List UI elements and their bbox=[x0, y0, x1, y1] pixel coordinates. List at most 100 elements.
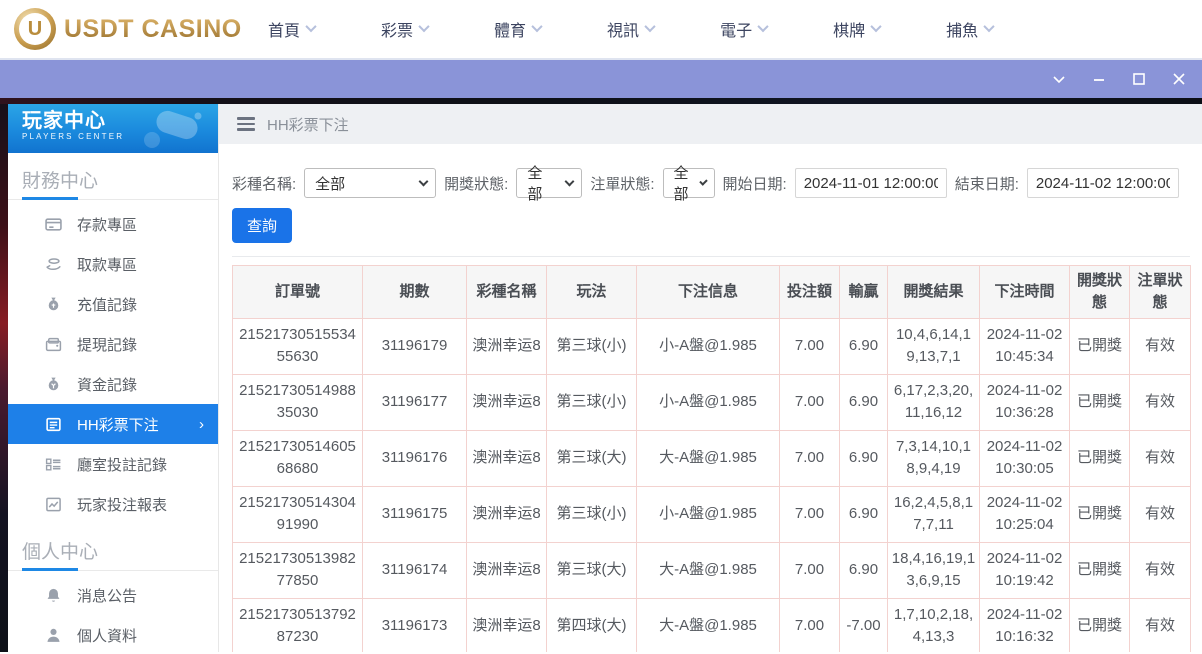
table-cell: 第四球(大) bbox=[546, 597, 637, 652]
order-status-select[interactable]: 全部 bbox=[662, 165, 715, 203]
nav-item-chess[interactable]: 棋牌 bbox=[833, 17, 882, 41]
nav-item-video[interactable]: 視訊 bbox=[607, 17, 656, 41]
table-header-row: 訂單號 期數 彩種名稱 玩法 下注信息 投注額 輸贏 開獎結果 下注時間 開獎狀態 注單狀態 bbox=[232, 265, 1191, 319]
order-status-label: 注單狀態: bbox=[590, 175, 655, 193]
table-cell: 有效 bbox=[1129, 485, 1191, 543]
table-cell: 7.00 bbox=[779, 317, 840, 375]
window-minimize-button[interactable] bbox=[1086, 67, 1112, 91]
chevron-down-icon bbox=[418, 20, 430, 32]
chevron-down-icon bbox=[757, 20, 769, 32]
gamepad-icon bbox=[144, 110, 202, 148]
window-titlebar bbox=[0, 60, 1202, 98]
chevron-down-icon bbox=[305, 20, 317, 32]
nav-item-fishing[interactable]: 捕魚 bbox=[946, 17, 995, 41]
logo-monogram: U bbox=[19, 13, 51, 45]
section-title: 個人中心 bbox=[22, 542, 99, 563]
table-cell: 2024-11-02 10:30:05 bbox=[979, 429, 1070, 487]
maximize-icon bbox=[1133, 73, 1145, 85]
table-cell: 7.00 bbox=[779, 597, 840, 652]
table-cell: 已開獎 bbox=[1069, 485, 1130, 543]
page-title: HH彩票下注 bbox=[267, 116, 349, 134]
chevron-right-icon: › bbox=[199, 415, 204, 433]
sidebar-item-label: 個人資料 bbox=[77, 627, 138, 645]
table-cell: 小-A盤@1.985 bbox=[636, 373, 780, 431]
sidebar-item-withdrawal-records[interactable]: 提現記錄 bbox=[8, 324, 218, 364]
nav-item-lottery[interactable]: 彩票 bbox=[381, 17, 430, 41]
logo-text: USDT CASINO bbox=[64, 14, 242, 43]
table-cell: 第三球(小) bbox=[546, 485, 637, 543]
table-cell: 7.00 bbox=[779, 541, 840, 599]
table-cell: 第三球(大) bbox=[546, 429, 637, 487]
column-header: 下注信息 bbox=[636, 265, 780, 319]
background-strip bbox=[0, 98, 1202, 104]
sidebar-item-recharge-records[interactable]: 充值記錄 bbox=[8, 284, 218, 324]
table-cell: 已開獎 bbox=[1069, 429, 1130, 487]
bets-table: 訂單號 期數 彩種名稱 玩法 下注信息 投注額 輸贏 開獎結果 下注時間 開獎狀態 注單狀態 215… bbox=[232, 265, 1191, 652]
table-row: 2152173051553455630 31196179 澳洲幸运8 第三球(小) 小-… bbox=[232, 317, 1191, 375]
nav-item-sports[interactable]: 體育 bbox=[494, 17, 543, 41]
table-cell: 18,4,16,19,13,6,9,15 bbox=[887, 541, 980, 599]
chevron-down-icon bbox=[1053, 76, 1065, 84]
table-cell: 6.90 bbox=[839, 429, 888, 487]
table-cell: 31196177 bbox=[362, 373, 467, 431]
table-row: 2152173051398277850 31196174 澳洲幸运8 第三球(大) 大-… bbox=[232, 541, 1191, 599]
bets-table-head: 訂單號 期數 彩種名稱 玩法 下注信息 投注額 輸贏 開獎結果 下注時間 開獎狀態 注單狀態 bbox=[232, 265, 1191, 319]
lottery-name-select[interactable]: 全部 bbox=[304, 168, 437, 198]
draw-status-select[interactable]: 全部 bbox=[516, 165, 583, 203]
sidebar-item-deposit-zone[interactable]: 存款專區 bbox=[8, 204, 218, 244]
sidebar-item-hall-bet-records[interactable]: 廳室投註記錄 bbox=[8, 444, 218, 484]
window-collapse-button[interactable] bbox=[1046, 67, 1072, 91]
table-cell: 2024-11-02 10:36:28 bbox=[979, 373, 1070, 431]
table-row: 2152173051498835030 31196177 澳洲幸运8 第三球(小) 小-… bbox=[232, 373, 1191, 431]
table-cell: 6.90 bbox=[839, 317, 888, 375]
column-header: 注單狀態 bbox=[1129, 265, 1191, 319]
sidebar-item-hh-lottery-bets[interactable]: HH彩票下注 › bbox=[8, 404, 218, 444]
breadcrumb: HH彩票下注 bbox=[219, 104, 1202, 144]
table-cell: 2024-11-02 10:19:42 bbox=[979, 541, 1070, 599]
site-logo[interactable]: U USDT CASINO bbox=[0, 8, 250, 50]
table-cell: 6,17,2,3,20,11,16,12 bbox=[887, 373, 980, 431]
nav-item-electronic[interactable]: 電子 bbox=[720, 17, 769, 41]
nav-item-label: 捕魚 bbox=[946, 23, 979, 40]
chevron-down-icon bbox=[983, 20, 995, 32]
sidebar-item-announcements[interactable]: 消息公告 bbox=[8, 575, 218, 615]
sidebar-item-funds-records[interactable]: 資金記錄 bbox=[8, 364, 218, 404]
column-header: 訂單號 bbox=[232, 265, 363, 319]
start-date-input[interactable] bbox=[794, 168, 947, 198]
sidebar-item-profile[interactable]: 個人資料 bbox=[8, 615, 218, 652]
sidebar-item-player-bet-report[interactable]: 玩家投注報表 bbox=[8, 484, 218, 524]
table-cell: 31196179 bbox=[362, 317, 467, 375]
table-cell: 小-A盤@1.985 bbox=[636, 485, 780, 543]
column-header: 期數 bbox=[362, 265, 467, 319]
table-cell: 小-A盤@1.985 bbox=[636, 317, 780, 375]
content-area: 彩種名稱: 全部 開獎狀態: 全部 注單狀態: 全部 開始 bbox=[219, 144, 1202, 652]
wallet-icon bbox=[45, 336, 62, 353]
search-button[interactable]: 查詢 bbox=[232, 208, 293, 243]
lottery-name-value: 全部 bbox=[315, 175, 346, 193]
sidebar-item-withdraw-zone[interactable]: 取款專區 bbox=[8, 244, 218, 284]
sidebar-header: 玩家中心 PLAYERS CENTER bbox=[8, 104, 218, 153]
end-date-input[interactable] bbox=[1026, 168, 1179, 198]
table-cell: 7.00 bbox=[779, 373, 840, 431]
table-cell: 第三球(小) bbox=[546, 373, 637, 431]
chevron-down-icon bbox=[870, 20, 882, 32]
window-close-button[interactable] bbox=[1166, 67, 1192, 91]
filter-bar: 彩種名稱: 全部 開獎狀態: 全部 注單狀態: 全部 開始 bbox=[232, 165, 1190, 203]
window-maximize-button[interactable] bbox=[1126, 67, 1152, 91]
lottery-name-label: 彩種名稱: bbox=[232, 175, 297, 193]
section-underline bbox=[8, 197, 218, 200]
table-cell: 2152173051460568680 bbox=[232, 429, 363, 487]
sidebar-item-label: 取款專區 bbox=[77, 256, 138, 274]
menu-hamburger-icon[interactable] bbox=[237, 117, 255, 131]
table-cell: 2152173051498835030 bbox=[232, 373, 363, 431]
nav-item-label: 體育 bbox=[494, 23, 527, 40]
section-divider bbox=[232, 256, 1190, 257]
draw-status-label: 開獎狀態: bbox=[444, 175, 509, 193]
table-cell: 第三球(小) bbox=[546, 317, 637, 375]
table-cell: 大-A盤@1.985 bbox=[636, 429, 780, 487]
section-title: 財務中心 bbox=[22, 171, 99, 192]
column-header: 投注額 bbox=[779, 265, 840, 319]
nav-item-home[interactable]: 首頁 bbox=[268, 17, 317, 41]
table-cell: 2024-11-02 10:16:32 bbox=[979, 597, 1070, 652]
sidebar-item-label: 消息公告 bbox=[77, 587, 138, 605]
